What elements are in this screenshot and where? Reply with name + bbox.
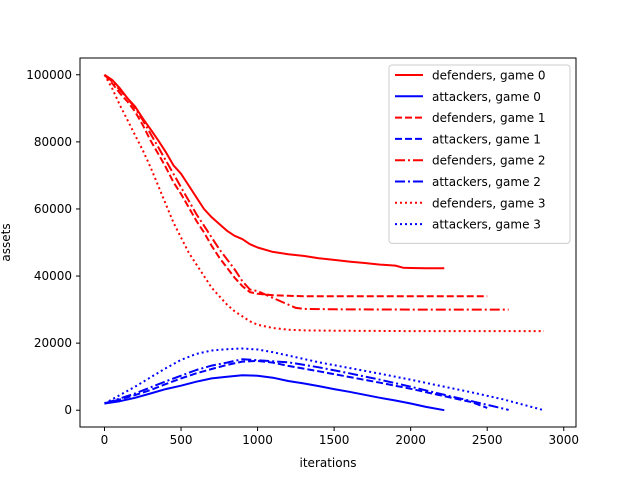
x-tick-label: 500 — [170, 433, 193, 447]
legend-label: attackers, game 3 — [432, 218, 541, 232]
y-tick-label: 40000 — [34, 269, 72, 283]
legend-label: defenders, game 1 — [432, 111, 546, 125]
series-line-1 — [103, 73, 445, 270]
plot-lines — [103, 73, 545, 412]
plot-frame — [79, 57, 577, 428]
y-axis-label: assets — [0, 223, 13, 261]
series-line-5 — [103, 74, 509, 311]
x-tick-label: 2000 — [395, 433, 426, 447]
x-tick-label: 1000 — [242, 433, 273, 447]
series-line-4 — [104, 359, 488, 409]
legend-label: defenders, game 3 — [432, 196, 546, 210]
x-tick-label: 1500 — [319, 433, 350, 447]
x-tick-label: 2500 — [472, 433, 503, 447]
y-tick-label: 0 — [64, 403, 72, 417]
legend-label: attackers, game 1 — [432, 132, 541, 146]
legend-label: defenders, game 2 — [432, 154, 546, 168]
x-tick-label: 3000 — [548, 433, 579, 447]
legend-box — [388, 64, 571, 244]
series-line-8 — [104, 347, 545, 412]
series-line-3 — [103, 74, 488, 298]
legend-label: attackers, game 2 — [432, 175, 541, 189]
legend-label: defenders, game 0 — [432, 69, 546, 83]
y-tick-label: 80000 — [34, 135, 72, 149]
y-tick-label: 20000 — [34, 336, 72, 350]
y-axis: 0 20000 40000 60000 80000 100000 — [26, 68, 80, 417]
x-axis-label: iterations — [300, 456, 357, 470]
series-line-2 — [104, 374, 445, 412]
y-tick-label: 100000 — [26, 68, 72, 82]
series-line-6 — [104, 358, 509, 411]
x-axis: 0 500 1000 1500 2000 2500 3000 — [101, 427, 579, 447]
x-tick-label: 0 — [101, 433, 109, 447]
legend-label: attackers, game 0 — [432, 90, 541, 104]
legend: defenders, game 0 attackers, game 0 defend… — [388, 64, 571, 244]
y-tick-label: 60000 — [34, 202, 72, 216]
